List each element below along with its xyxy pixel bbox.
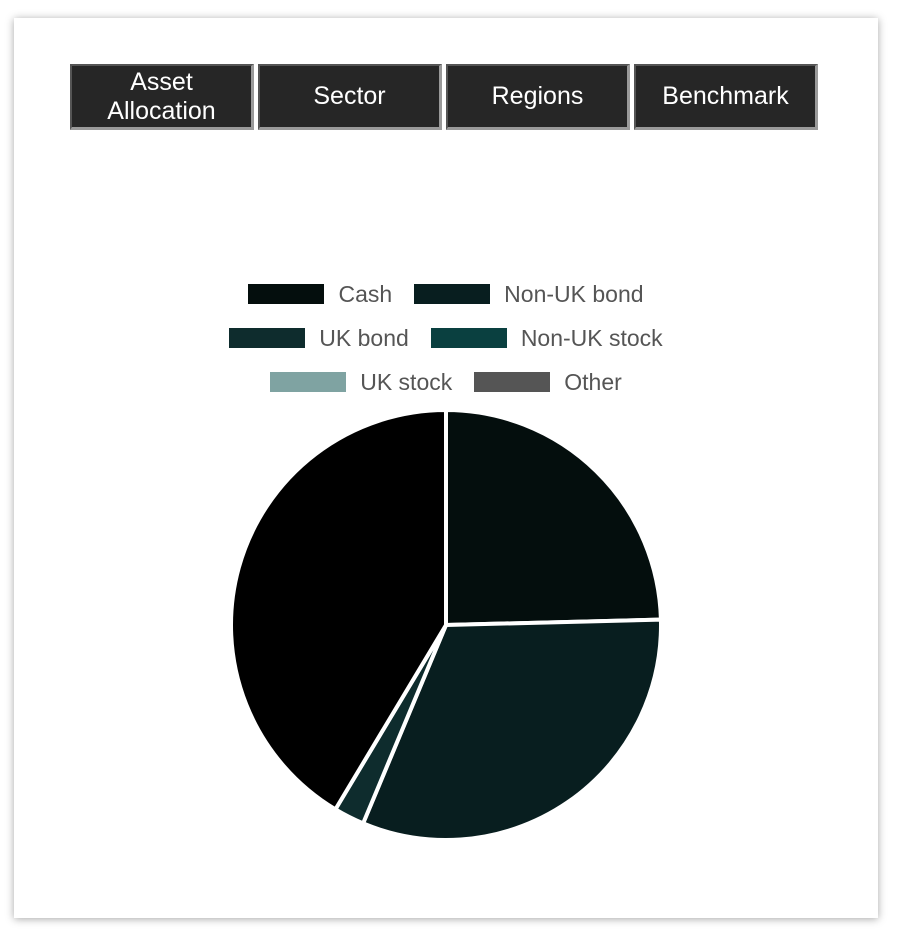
legend-label: UK bond xyxy=(319,324,409,351)
legend-label: Cash xyxy=(338,280,393,307)
legend-label: Non-UK bond xyxy=(504,280,644,307)
pie-chart xyxy=(229,407,663,842)
legend-swatch xyxy=(430,328,507,348)
tab-label: Benchmark xyxy=(662,82,789,110)
pie-slice-non-uk-bond[interactable] xyxy=(360,617,663,842)
chart-legend: Cash Non-UK bond UK bond Non-UK stock UK… xyxy=(14,272,878,404)
tab-label: Sector xyxy=(313,82,386,110)
legend-swatch xyxy=(229,328,306,348)
tab-asset-allocation[interactable]: Asset Allocation xyxy=(70,64,254,130)
legend-label: Non-UK stock xyxy=(520,324,663,351)
tab-benchmark[interactable]: Benchmark xyxy=(634,64,818,130)
tab-bar: Asset Allocation Sector Regions Benchmar… xyxy=(70,64,818,130)
legend-item-cash[interactable]: Cash xyxy=(248,281,392,308)
chart-card: Asset Allocation Sector Regions Benchmar… xyxy=(14,18,878,918)
legend-swatch xyxy=(270,372,347,392)
tab-label: Regions xyxy=(491,82,584,110)
legend-row: UK bond Non-UK stock xyxy=(14,316,878,360)
tab-label: Asset Allocation xyxy=(107,67,216,125)
legend-swatch xyxy=(414,284,491,304)
tab-sector[interactable]: Sector xyxy=(258,64,442,130)
pie-slice-other[interactable] xyxy=(229,407,448,813)
legend-item-non-uk-stock[interactable]: Non-UK stock xyxy=(430,324,663,352)
legend-row: Cash Non-UK bond xyxy=(14,272,878,316)
legend-item-uk-bond[interactable]: UK bond xyxy=(229,325,409,352)
legend-swatch xyxy=(474,372,551,392)
legend-swatch xyxy=(248,284,325,304)
legend-item-uk-stock[interactable]: UK stock xyxy=(270,369,452,396)
legend-item-non-uk-bond[interactable]: Non-UK bond xyxy=(414,280,644,308)
tab-regions[interactable]: Regions xyxy=(446,64,630,130)
legend-item-other[interactable]: Other xyxy=(474,369,622,396)
pie-slice-cash[interactable] xyxy=(444,407,663,628)
legend-row: UK stock Other xyxy=(14,360,878,404)
legend-label: Other xyxy=(564,368,622,395)
legend-label: UK stock xyxy=(360,368,453,395)
